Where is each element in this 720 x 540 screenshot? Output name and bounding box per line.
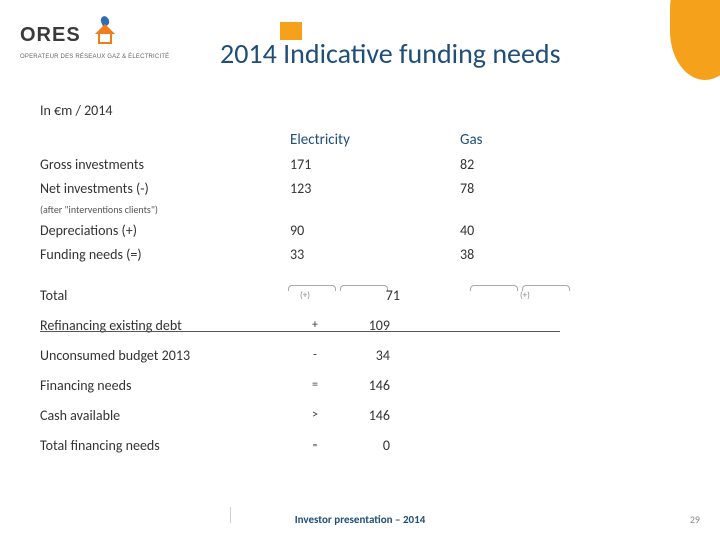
- sign: =: [300, 440, 330, 451]
- cell: 78: [460, 180, 630, 197]
- row-label: Gross investments: [40, 156, 290, 173]
- sign: -: [300, 348, 330, 362]
- decorative-blob: [670, 0, 720, 80]
- row-label: Refinancing existing debt: [40, 317, 300, 334]
- value: 71: [340, 287, 400, 304]
- row-label: Net investments (-): [40, 180, 290, 197]
- summary-table: Total (+) 71 (+) Refinancing existing de…: [40, 280, 660, 460]
- row-label: Unconsumed budget 2013: [40, 347, 300, 364]
- sign: =: [300, 378, 330, 392]
- logo-subtitle: OPERATEUR DES RÉSEAUX GAZ & ÉLECTRICITÉ: [20, 54, 169, 60]
- table-row: Depreciations (+) 90 40: [40, 218, 640, 242]
- row-label: Financing needs: [40, 377, 300, 394]
- cell: 38: [460, 246, 630, 263]
- table-row: Gross investments 171 82: [40, 152, 640, 176]
- plus-icon: (+): [300, 290, 310, 301]
- row-label: Funding needs (=): [40, 246, 290, 263]
- cell: 171: [290, 156, 460, 173]
- col-electricity: Electricity: [290, 131, 460, 149]
- row-label: Total: [40, 287, 300, 304]
- value: 146: [330, 407, 390, 424]
- logo: ORES OPERATEUR DES RÉSEAUX GAZ & ÉLECTRI…: [20, 18, 169, 60]
- col-gas: Gas: [460, 131, 630, 149]
- value: 0: [330, 437, 390, 454]
- summary-row: Refinancing existing debt + 109: [40, 310, 660, 340]
- row-label: Cash available: [40, 407, 300, 424]
- footer-text: Investor presentation – 2014: [295, 513, 426, 526]
- note: (after "interventions clients"): [40, 203, 290, 216]
- summary-row: Financing needs = 146: [40, 370, 660, 400]
- summary-row: Unconsumed budget 2013 - 34: [40, 340, 660, 370]
- page-title: 2014 Indicative funding needs: [220, 36, 561, 71]
- cell: 90: [290, 222, 460, 239]
- logo-text: ORES: [20, 24, 81, 47]
- logo-glyph: [89, 18, 123, 52]
- footer-separator: [230, 507, 231, 523]
- page-number: 29: [690, 513, 700, 526]
- cell: 82: [460, 156, 630, 173]
- summary-row: Total (+) 71 (+): [40, 280, 660, 310]
- cell: 33: [290, 246, 460, 263]
- row-label: Total financing needs: [40, 437, 300, 454]
- summary-row: Cash available > 146: [40, 400, 660, 430]
- table-row: Funding needs (=) 33 38: [40, 242, 640, 266]
- footer: Investor presentation – 2014: [0, 513, 720, 526]
- row-label: Depreciations (+): [40, 222, 290, 239]
- cell: 123: [290, 180, 460, 197]
- sign: >: [300, 408, 330, 422]
- summary-row: Total financing needs = 0: [40, 430, 660, 460]
- plus-icon: (+): [520, 290, 530, 301]
- value: 146: [330, 377, 390, 394]
- subtitle: In €m / 2014: [40, 102, 112, 119]
- funding-table: Electricity Gas Gross investments 171 82…: [40, 128, 640, 266]
- value: 34: [330, 347, 390, 364]
- table-row: Net investments (-) 123 78: [40, 176, 640, 200]
- cell: 40: [460, 222, 630, 239]
